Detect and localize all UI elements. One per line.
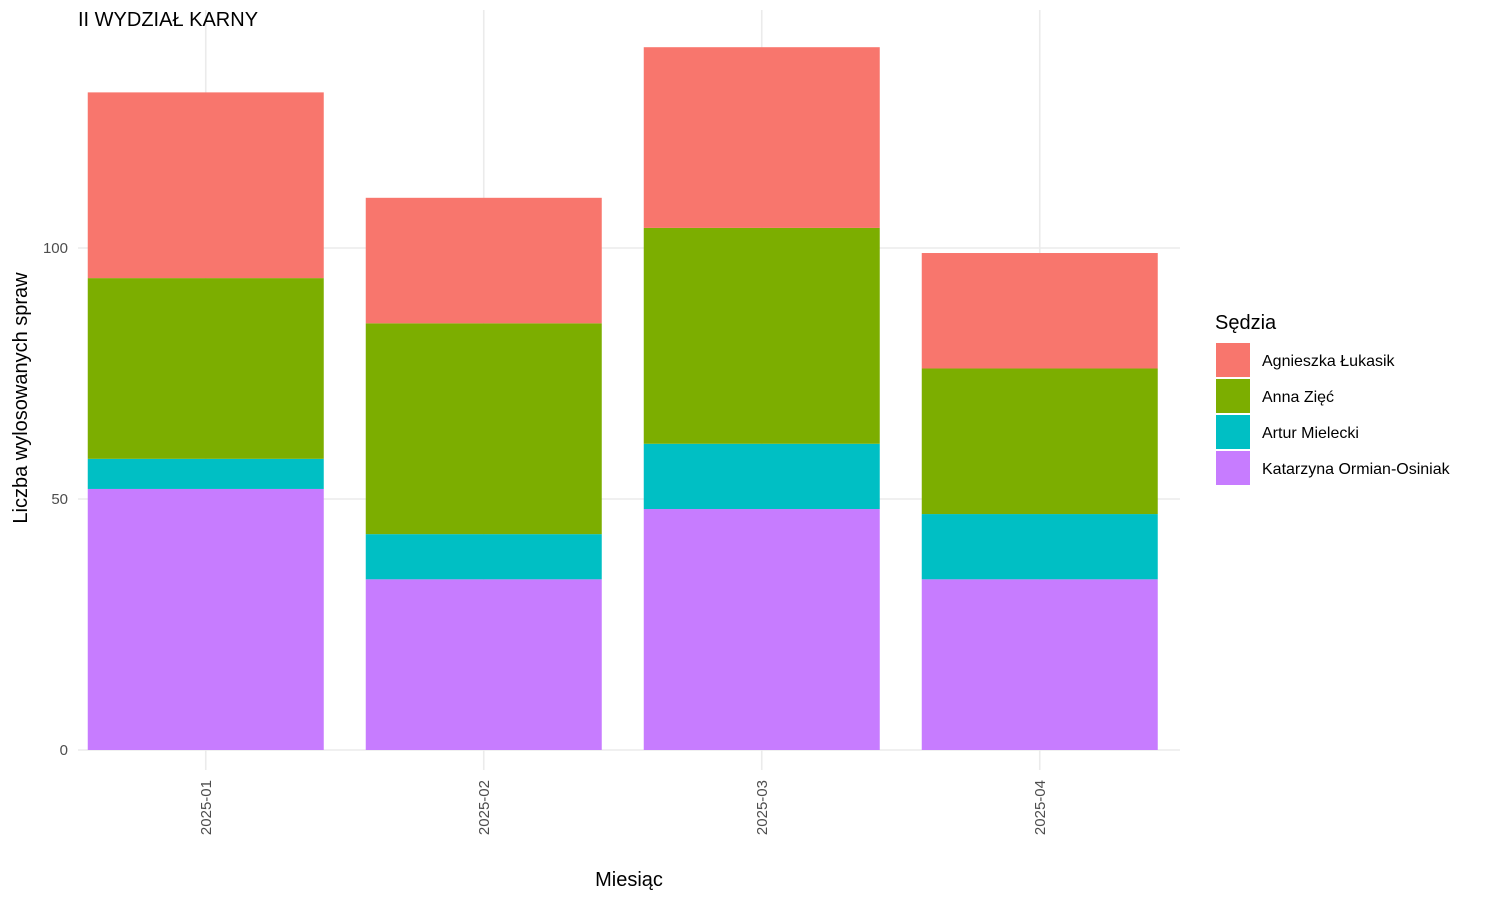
bar-segment — [87, 488, 324, 750]
y-tick-label: 100 — [43, 240, 68, 257]
x-tick-label: 2025-04 — [1032, 780, 1049, 835]
legend-label: Artur Mielecki — [1262, 425, 1359, 442]
x-axis-ticks: 2025-01 2025-02 2025-03 2025-04 — [198, 780, 1049, 835]
y-tick-label: 0 — [60, 742, 68, 759]
legend-swatch — [1216, 379, 1250, 413]
legend-swatch — [1216, 415, 1250, 449]
bar-segment — [87, 278, 324, 459]
legend-swatch — [1216, 451, 1250, 485]
bar-segment — [921, 514, 1158, 580]
bar-segment — [643, 227, 880, 444]
bar-segment — [365, 579, 602, 750]
bar-segment — [643, 47, 880, 228]
bar-segment — [643, 443, 880, 510]
legend-label: Agnieszka Łukasik — [1262, 353, 1396, 370]
bar-segment — [87, 92, 324, 279]
bar-segment — [643, 509, 880, 750]
chart-title: II WYDZIAŁ KARNY — [78, 9, 258, 31]
bar-segment — [365, 323, 602, 535]
x-tick-label: 2025-01 — [198, 780, 215, 835]
legend-title: Sędzia — [1215, 312, 1277, 334]
bar-segment — [921, 579, 1158, 750]
y-axis-title: Liczba wylosowanych spraw — [10, 272, 32, 524]
bars — [87, 47, 1158, 750]
x-axis-title: Miesiąc — [595, 869, 663, 891]
bar-segment — [365, 534, 602, 580]
legend-swatch — [1216, 343, 1250, 377]
x-tick-label: 2025-02 — [476, 780, 493, 835]
x-tick-label: 2025-03 — [754, 780, 771, 835]
legend-label: Anna Zięć — [1262, 389, 1334, 406]
bar-segment — [921, 253, 1158, 369]
y-tick-label: 50 — [51, 491, 68, 508]
y-axis-ticks: 0 50 100 — [43, 240, 68, 759]
legend-label: Katarzyna Ormian-Osiniak — [1262, 461, 1451, 478]
bar-segment — [365, 197, 602, 324]
legend: Sędzia Agnieszka Łukasik Anna Zięć Artur M… — [1215, 312, 1451, 485]
bar-segment — [87, 458, 324, 489]
bar-segment — [921, 368, 1158, 515]
